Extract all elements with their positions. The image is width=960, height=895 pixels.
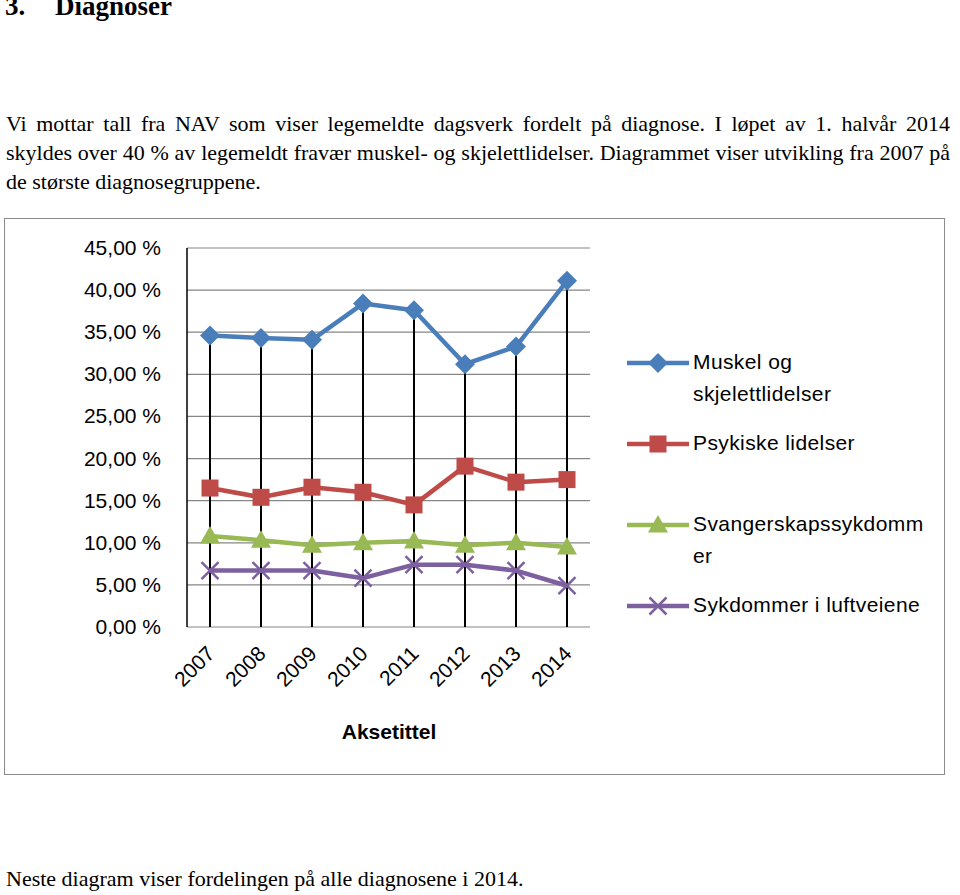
- data-point: [406, 496, 423, 513]
- legend-icon: [625, 593, 693, 619]
- legend-label: Sykdommer i luftveiene: [693, 589, 925, 621]
- data-point: [457, 556, 474, 573]
- legend-icon: [625, 512, 693, 538]
- x-tick-label: 2007: [170, 642, 219, 691]
- data-point: [559, 577, 576, 594]
- data-point: [251, 328, 271, 348]
- grid: [187, 248, 590, 627]
- data-point: [355, 484, 372, 501]
- y-tick-label: 25,00 %: [84, 404, 161, 427]
- legend-label: Svangerskapssykdommer: [693, 508, 925, 572]
- grid-line: [187, 247, 590, 248]
- y-tick-label: 40,00 %: [84, 278, 161, 301]
- data-point: [200, 326, 220, 346]
- x-tick-label: 2010: [323, 642, 372, 691]
- x-tick-label: 2012: [425, 642, 474, 691]
- paragraph: Vi mottar tall fra NAV som viser legemel…: [6, 109, 950, 196]
- x-tick-label: 2008: [221, 642, 270, 691]
- data-point: [355, 570, 372, 587]
- data-point: [253, 562, 270, 579]
- x-axis-title: Aksetittel: [342, 720, 437, 743]
- data-point: [455, 354, 475, 374]
- data-point: [353, 533, 373, 551]
- series-line: [210, 466, 567, 505]
- data-point: [457, 458, 474, 475]
- y-tick-label: 0,00 %: [96, 615, 161, 638]
- data-point: [251, 530, 271, 548]
- legend-marker: [650, 598, 667, 615]
- x-tick-label: 2011: [375, 642, 423, 690]
- y-tick-label: 45,00 %: [84, 236, 161, 259]
- data-point: [202, 480, 219, 497]
- data-point: [404, 300, 424, 320]
- data-point: [304, 562, 321, 579]
- y-tick-label: 30,00 %: [84, 362, 161, 385]
- y-tick-label: 35,00 %: [84, 320, 161, 343]
- data-point: [508, 474, 525, 491]
- legend-icon: [625, 431, 693, 457]
- y-tick-label: 5,00 %: [96, 573, 161, 596]
- series-line: [210, 281, 567, 364]
- legend-marker: [648, 353, 668, 373]
- y-tick-label: 10,00 %: [84, 531, 161, 554]
- legend-marker: [648, 515, 668, 533]
- legend-marker: [650, 436, 667, 453]
- grid-line: [187, 458, 590, 459]
- y-tick-label: 20,00 %: [84, 447, 161, 470]
- data-point: [406, 556, 423, 573]
- heading-number: 3.: [5, 0, 55, 22]
- data-point: [455, 535, 475, 553]
- y-axis-line: [186, 248, 188, 627]
- x-tick-label: 2014: [527, 641, 577, 691]
- legend-label: Muskel og skjelettlidelser: [693, 346, 925, 410]
- data-point: [404, 531, 424, 549]
- legend-icon: [625, 350, 693, 376]
- drop-line: [413, 310, 415, 627]
- data-point: [559, 471, 576, 488]
- grid-line: [187, 290, 590, 291]
- legend-label: Psykiske lidelser: [693, 427, 925, 459]
- grid-line: [187, 416, 590, 417]
- plot-data: [200, 271, 577, 627]
- data-point: [200, 526, 220, 544]
- footer: Neste diagram viser fordelingen på alle …: [6, 866, 523, 892]
- grid-line: [187, 374, 590, 375]
- data-point: [506, 533, 526, 551]
- data-point: [304, 479, 321, 496]
- data-point: [202, 562, 219, 579]
- grid-line: [187, 584, 590, 585]
- x-tick-label: 2009: [272, 642, 321, 691]
- y-tick-label: 15,00 %: [84, 489, 161, 512]
- data-point: [508, 562, 525, 579]
- data-point: [557, 537, 577, 555]
- data-point: [557, 271, 577, 291]
- data-point: [253, 489, 270, 506]
- data-point: [506, 337, 526, 357]
- x-tick-label: 2013: [476, 642, 525, 691]
- drop-line: [566, 281, 568, 627]
- data-point: [302, 535, 322, 553]
- drop-line: [464, 364, 466, 627]
- data-point: [353, 294, 373, 314]
- grid-line: [187, 626, 590, 627]
- heading: 3.Diagnoser: [5, 0, 172, 22]
- heading-title: Diagnoser: [55, 0, 172, 21]
- data-point: [302, 330, 322, 350]
- drop-line: [260, 338, 262, 627]
